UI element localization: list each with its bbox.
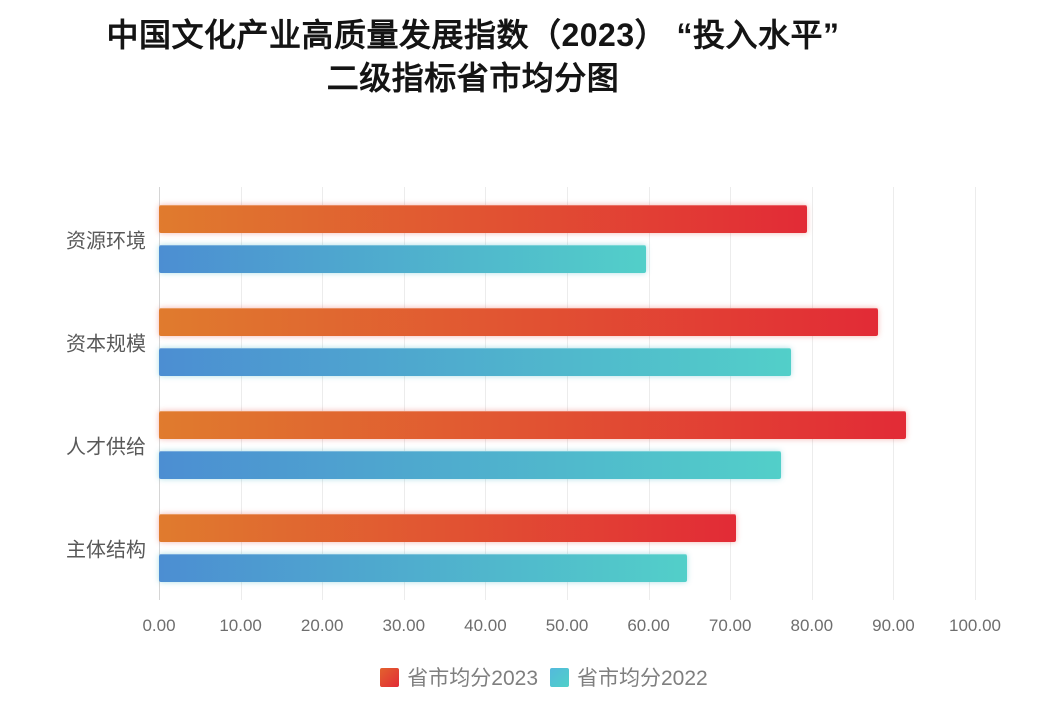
gridline-10 [240, 187, 242, 600]
legend-label: 省市均分2023 [407, 667, 538, 690]
category-label-1: 资源环境 [66, 230, 146, 253]
gridline-100 [975, 187, 976, 600]
x-tick-label-100: 100.00 [949, 616, 1001, 635]
gridline-70 [730, 187, 732, 600]
gridline-20 [322, 187, 324, 600]
x-tick-label-60: 60.00 [627, 616, 670, 635]
gridline-40 [485, 187, 487, 600]
x-tick-label-10: 10.00 [219, 616, 262, 635]
chart-title: 中国文化产业高质量发展指数（2023） “投入水平” 二级指标省市均分图 [0, 14, 946, 100]
bar-省市均分2022-主体结构 [159, 554, 687, 583]
chart-title-line2: 二级指标省市均分图 [326, 60, 620, 97]
gridline-90 [893, 187, 895, 600]
y-axis-line [159, 187, 160, 600]
gridline-50 [567, 187, 568, 600]
category-band-1: 资源环境 [66, 187, 975, 290]
category-label-4: 主体结构 [66, 539, 146, 562]
category-label-3: 人才供给 [66, 436, 146, 459]
legend-swatch-icon [380, 667, 400, 687]
x-tick-label-20: 20.00 [300, 616, 344, 635]
plot-area: 资源环境资本规模人才供给主体结构 [66, 187, 976, 600]
legend: 省市均分2023 省市均分2022 [16, 662, 1056, 692]
gridline-80 [811, 187, 813, 600]
x-tick-label-50: 50.00 [545, 616, 589, 635]
x-tick-label-70: 70.00 [708, 616, 752, 635]
category-band-3: 人才供给 [66, 394, 975, 497]
bar-省市均分2022-资源环境 [159, 244, 647, 273]
bar-省市均分2023-人才供给 [159, 411, 906, 440]
gridline-60 [648, 187, 650, 600]
x-tick-label-90: 90.00 [872, 616, 915, 635]
x-axis: 0.00 10.00 20.00 30.00 40.00 50.00 60.00 70.00 8… [142, 608, 1001, 644]
bar-省市均分2023-资本规模 [159, 307, 878, 336]
bar-省市均分2022-资本规模 [159, 347, 792, 376]
legend-label: 省市均分2022 [577, 667, 708, 690]
bar-省市均分2023-资源环境 [159, 204, 807, 233]
legend-item-2: 省市均分2022 [550, 662, 708, 692]
legend-swatch-icon [550, 667, 569, 687]
chart-title-line1: 中国文化产业高质量发展指数（2023） “投入水平” [106, 17, 840, 53]
category-label-2: 资本规模 [66, 333, 146, 356]
gridline-30 [403, 187, 405, 600]
category-band-4: 主体结构 [66, 497, 975, 600]
x-tick-label-40: 40.00 [464, 616, 507, 635]
bar-省市均分2022-人才供给 [159, 451, 781, 480]
x-tick-label-80: 80.00 [790, 616, 834, 635]
x-tick-label-0: 0.00 [142, 616, 176, 635]
x-tick-label-30: 30.00 [382, 616, 426, 635]
legend-item-1: 省市均分2023 [380, 662, 538, 692]
bar-省市均分2023-主体结构 [159, 514, 736, 543]
category-band-2: 资本规模 [66, 290, 975, 393]
